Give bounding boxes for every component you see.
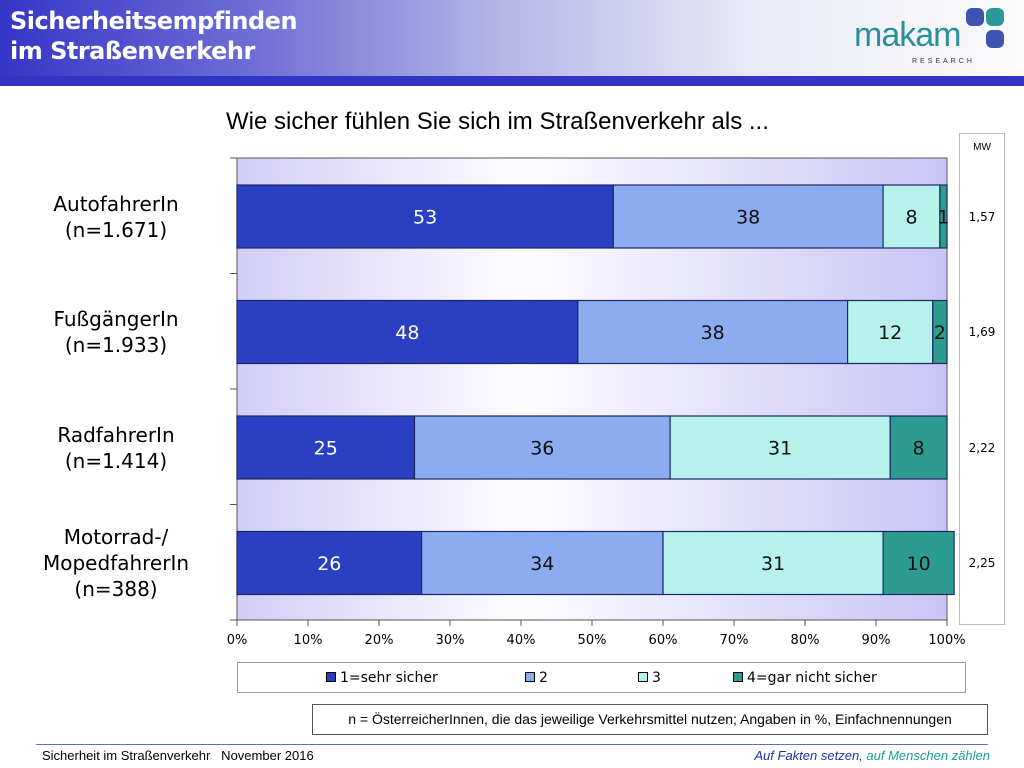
title-line-1: Sicherheitsempfinden xyxy=(10,7,298,35)
logo-shapes-icon xyxy=(966,8,1004,48)
legend-label: 1=sehr sicher xyxy=(340,670,438,686)
data-label: 48 xyxy=(395,322,419,344)
footer-left: Sicherheit im Straßenverkehr November 20… xyxy=(42,748,314,763)
bar-segment xyxy=(882,530,955,596)
legend-swatch xyxy=(733,672,743,682)
legend-item: 3 xyxy=(638,670,661,686)
data-label: 34 xyxy=(530,553,554,575)
bar-segment xyxy=(612,184,884,249)
bar-segment xyxy=(932,299,948,365)
data-label: 10 xyxy=(907,553,931,575)
legend-item: 2 xyxy=(525,670,548,686)
header-bar xyxy=(0,76,1024,86)
category-label-line: AutofahrerIn xyxy=(53,191,179,216)
bar-segment xyxy=(846,299,934,365)
footer-divider xyxy=(36,744,988,745)
bar-segment xyxy=(882,184,941,249)
data-label: 25 xyxy=(314,438,338,460)
bar-segment xyxy=(939,184,948,249)
data-label: 31 xyxy=(761,553,785,575)
mw-value: 1,69 xyxy=(968,325,996,339)
x-tick-label: 30% xyxy=(436,633,465,648)
bar-segment xyxy=(236,530,423,596)
logo-subtext: RESEARCH xyxy=(912,58,975,65)
category-label-line: (n=388) xyxy=(74,577,158,601)
category-label-line: (n=1.414) xyxy=(64,448,168,473)
category-label: AutofahrerIn (n=1.671) xyxy=(16,191,216,243)
bar-segment xyxy=(413,415,671,480)
category-label: FußgängerIn (n=1.933) xyxy=(16,306,216,358)
mw-value: 1,57 xyxy=(968,209,996,224)
data-label: 8 xyxy=(913,438,925,460)
bar-segment xyxy=(421,530,664,596)
chart-title: Wie sicher fühlen Sie sich im Straßenver… xyxy=(226,108,769,135)
mw-header: MW xyxy=(973,142,991,153)
bar-segment xyxy=(236,299,579,365)
bar-segment xyxy=(236,415,416,480)
legend-label: 4=gar nicht sicher xyxy=(747,670,877,686)
bar-segment xyxy=(889,415,948,480)
legend-item: 1=sehr sicher xyxy=(326,670,438,686)
category-label-line: RadfahrerIn xyxy=(57,422,175,447)
footnote: n = ÖsterreicherInnen, die das jeweilige… xyxy=(312,704,988,735)
data-label: 31 xyxy=(768,438,792,460)
logo-text: makam xyxy=(854,16,961,54)
legend: 1=sehr sicher 2 3 4=gar nicht sicher xyxy=(237,662,966,693)
category-label-line: Motorrad-/ xyxy=(63,525,169,549)
mw-value: 2,22 xyxy=(968,440,996,455)
bar-segment xyxy=(236,184,614,249)
legend-swatch xyxy=(638,672,648,682)
slogan-part-2: auf Menschen zählen xyxy=(862,748,990,763)
x-tick-label: 60% xyxy=(649,633,678,648)
x-tick-label: 50% xyxy=(578,633,607,648)
footer-slogan: Auf Fakten setzen, auf Menschen zählen xyxy=(754,748,990,763)
x-tick-label: 100% xyxy=(928,633,965,648)
x-tick-label: 10% xyxy=(294,633,323,648)
slide-title: Sicherheitsempfinden im Straßenverkehr xyxy=(10,6,298,66)
data-label: 1 xyxy=(937,207,949,229)
data-label: 53 xyxy=(413,207,437,229)
bar-segment xyxy=(669,415,891,480)
makam-logo: makam RESEARCH xyxy=(852,6,1012,68)
header-banner xyxy=(0,0,1024,76)
category-label: Motorrad-/MopedfahrerIn (n=388) xyxy=(16,524,216,602)
data-label: 12 xyxy=(878,322,902,344)
data-label: 36 xyxy=(530,438,554,460)
x-tick-label: 0% xyxy=(227,633,248,648)
legend-item: 4=gar nicht sicher xyxy=(733,670,877,686)
category-label: RadfahrerIn (n=1.414) xyxy=(16,422,216,474)
x-tick-label: 20% xyxy=(365,633,394,648)
data-label: 38 xyxy=(736,207,760,229)
mean-value-column: MW 1,57 1,69 2,22 2,25 xyxy=(959,133,1005,625)
data-label: 8 xyxy=(905,207,917,229)
category-label-line: FußgängerIn xyxy=(53,307,179,331)
legend-label: 3 xyxy=(652,670,661,686)
category-label-line: (n=1.671) xyxy=(64,217,168,242)
bar-segment xyxy=(662,530,884,596)
legend-swatch xyxy=(326,672,336,682)
title-line-2: im Straßenverkehr xyxy=(10,37,255,65)
legend-swatch xyxy=(525,672,535,682)
mw-value: 2,25 xyxy=(968,556,996,570)
bar-segment xyxy=(577,299,849,365)
x-tick-label: 40% xyxy=(507,633,536,648)
data-label: 38 xyxy=(701,322,725,344)
data-label: 26 xyxy=(317,553,341,575)
x-tick-label: 80% xyxy=(791,633,820,648)
x-tick-label: 90% xyxy=(862,633,891,648)
slogan-part-1: Auf Fakten setzen, xyxy=(754,748,863,763)
category-label-line: (n=1.933) xyxy=(64,333,168,357)
category-label-line: MopedfahrerIn xyxy=(42,551,190,575)
legend-label: 2 xyxy=(539,670,548,686)
data-label: 2 xyxy=(934,322,946,344)
x-tick-label: 70% xyxy=(720,633,749,648)
